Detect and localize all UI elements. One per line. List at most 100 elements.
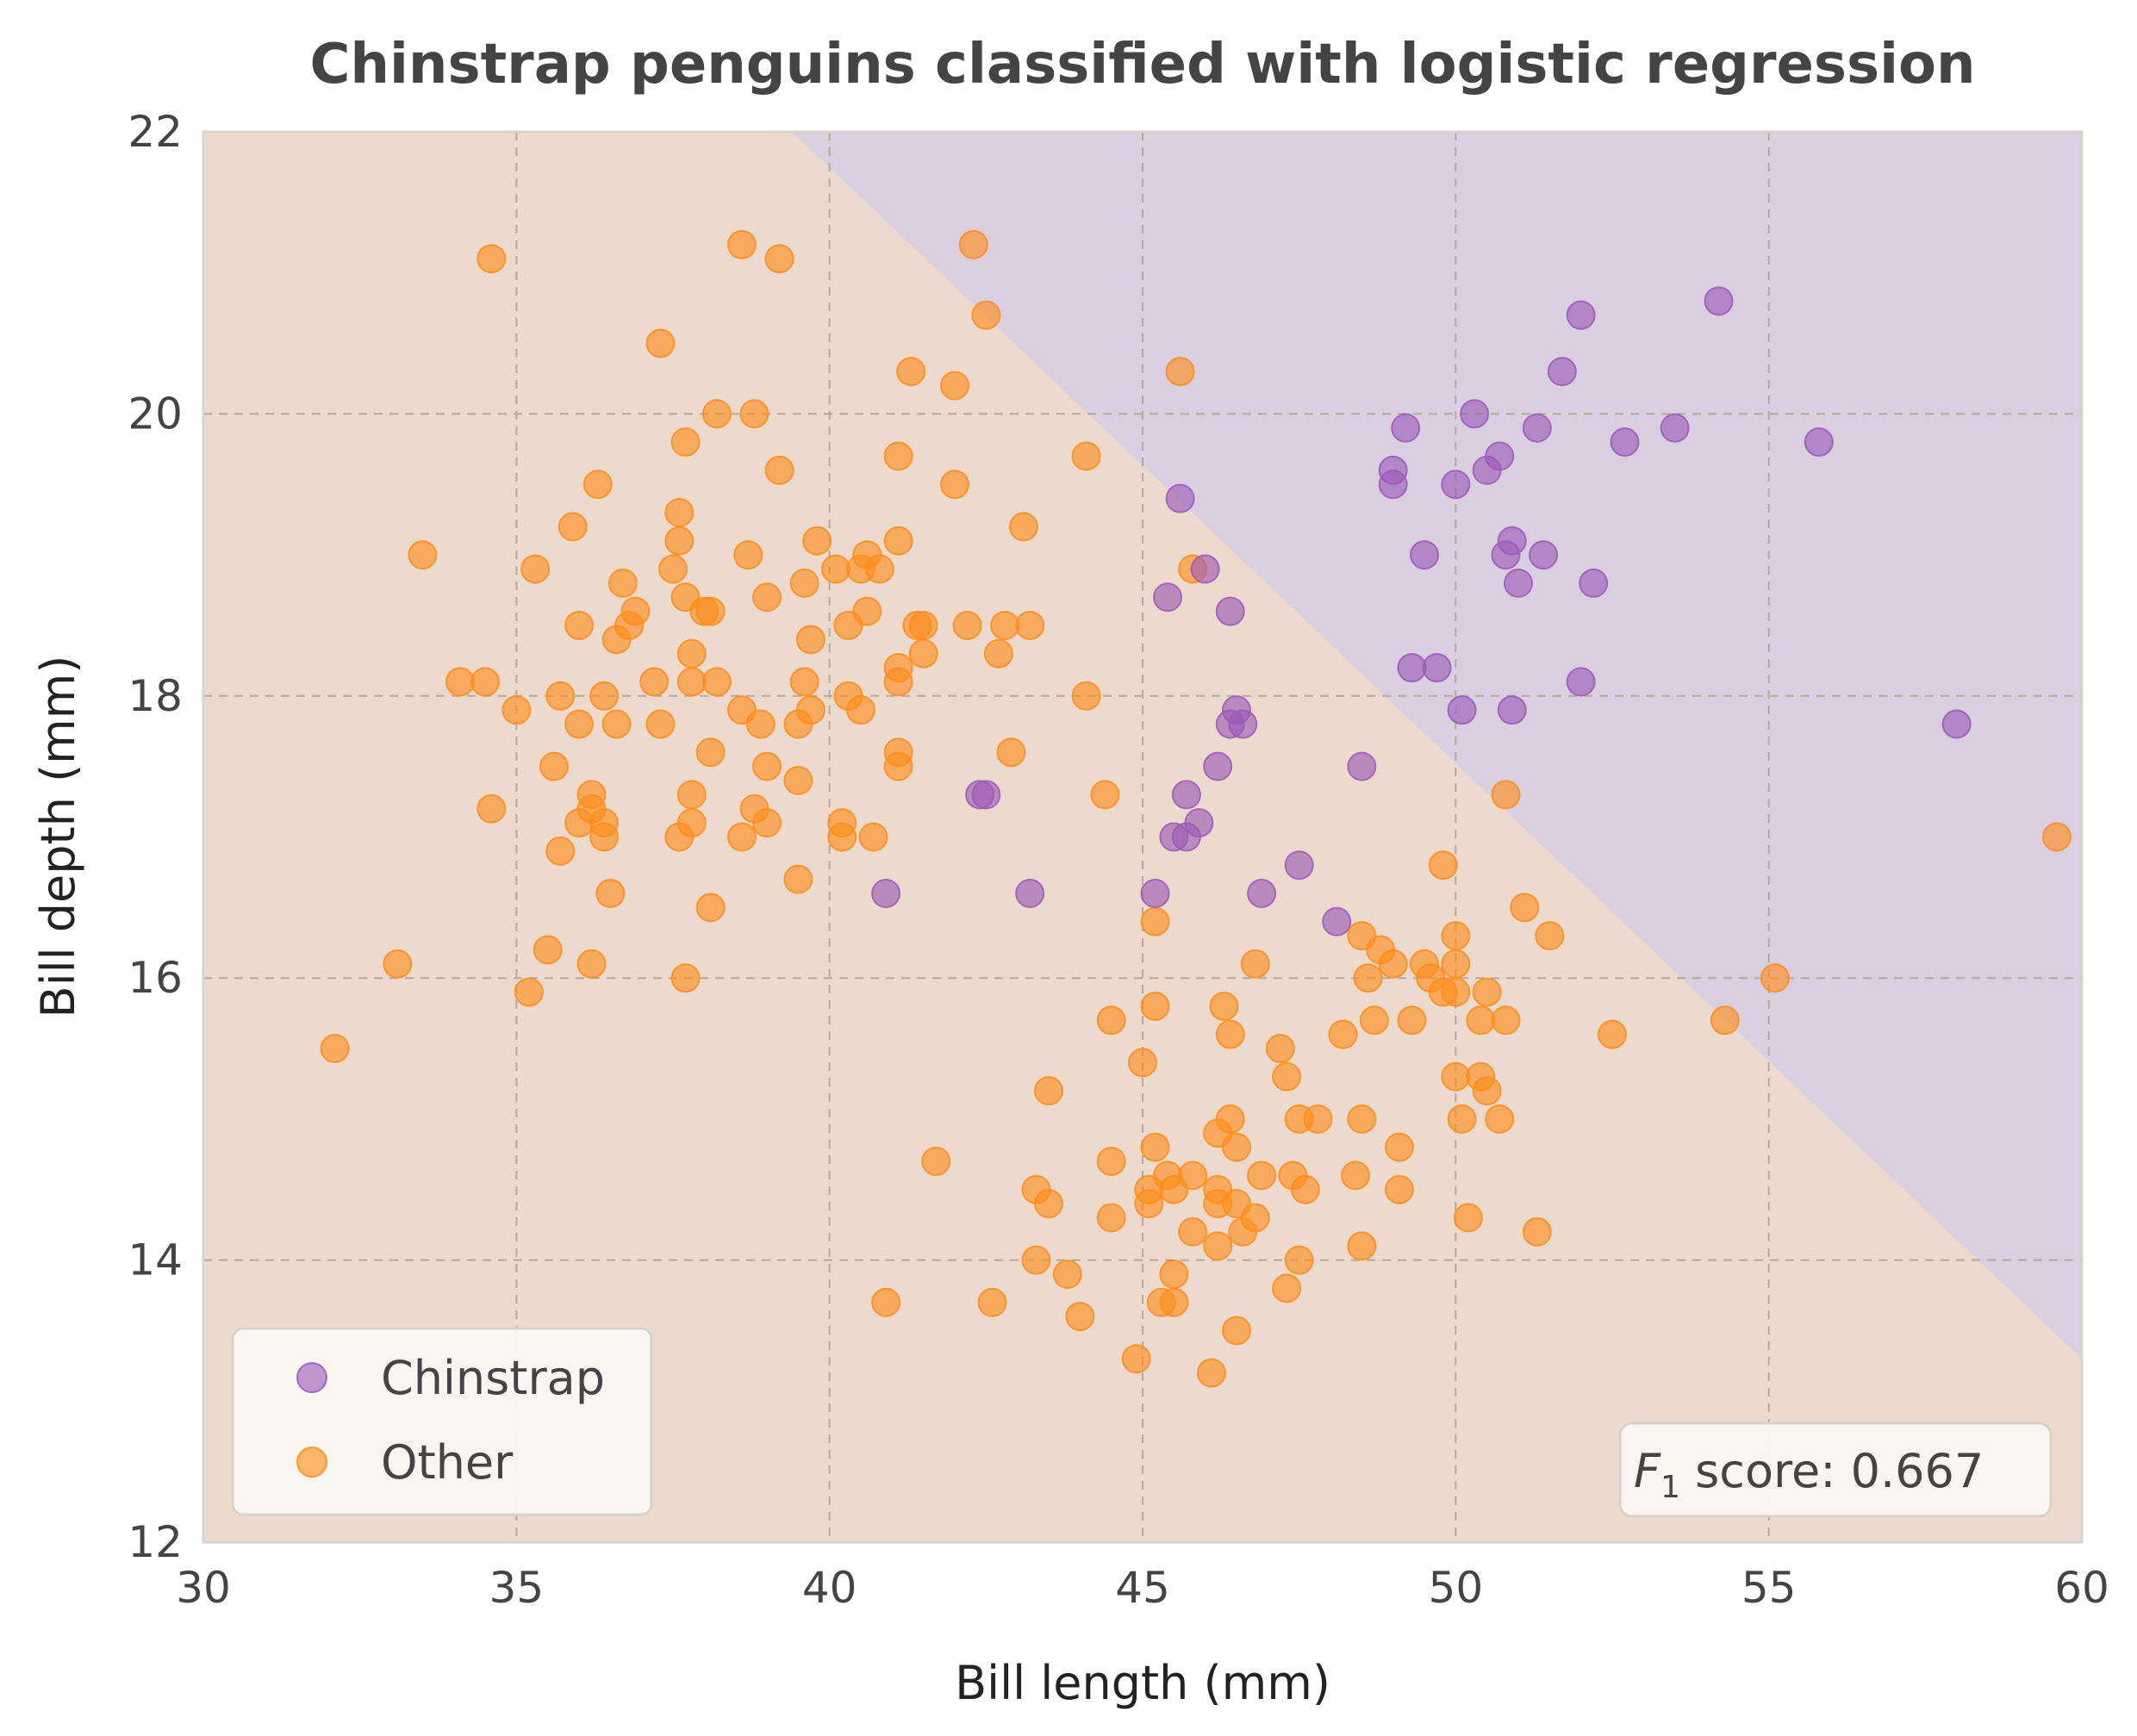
point-other bbox=[670, 963, 701, 993]
point-other bbox=[1290, 1174, 1320, 1204]
point-other bbox=[470, 667, 500, 697]
point-other bbox=[952, 610, 982, 640]
point-other bbox=[1535, 921, 1565, 951]
point-other bbox=[1096, 1147, 1126, 1177]
point-chinstrap bbox=[1378, 470, 1408, 500]
point-other bbox=[383, 949, 413, 979]
chinstrap-region bbox=[792, 132, 2082, 1360]
point-other bbox=[883, 667, 913, 697]
y-tick-label: 14 bbox=[128, 1235, 183, 1285]
point-other bbox=[1441, 949, 1471, 979]
point-other bbox=[752, 582, 782, 613]
point-other bbox=[1215, 1019, 1245, 1049]
point-other bbox=[701, 667, 732, 697]
point-other bbox=[958, 229, 988, 259]
point-other bbox=[858, 822, 888, 852]
point-other bbox=[896, 357, 926, 387]
point-other bbox=[1353, 963, 1383, 993]
point-other bbox=[1008, 512, 1038, 542]
point-other bbox=[639, 667, 670, 697]
point-other bbox=[1134, 1189, 1164, 1219]
point-other bbox=[2041, 822, 2072, 852]
y-tick-label: 18 bbox=[128, 671, 183, 721]
point-other bbox=[589, 822, 620, 852]
point-other bbox=[833, 610, 863, 640]
point-other bbox=[658, 554, 688, 584]
score-subscript: 1 bbox=[1660, 1470, 1680, 1505]
x-tick-label: 35 bbox=[489, 1563, 545, 1613]
point-chinstrap bbox=[1497, 695, 1527, 725]
point-chinstrap bbox=[1165, 483, 1195, 513]
point-other bbox=[583, 470, 613, 500]
point-other bbox=[1071, 441, 1101, 471]
point-chinstrap bbox=[1153, 582, 1183, 613]
point-other bbox=[645, 328, 676, 358]
point-other bbox=[971, 300, 1001, 330]
point-other bbox=[846, 695, 875, 725]
legend-marker-other bbox=[296, 1447, 327, 1478]
point-other bbox=[664, 526, 695, 556]
point-other bbox=[533, 935, 563, 965]
point-other bbox=[783, 766, 813, 796]
point-other bbox=[1272, 1273, 1302, 1304]
point-other bbox=[1710, 1005, 1740, 1036]
point-other bbox=[695, 737, 726, 768]
legend: Chinstrap Other bbox=[231, 1327, 653, 1516]
point-other bbox=[564, 709, 594, 739]
point-other bbox=[846, 554, 875, 584]
point-other bbox=[940, 470, 969, 500]
point-other bbox=[1052, 1259, 1082, 1289]
point-other bbox=[996, 737, 1026, 768]
x-tick-label: 45 bbox=[1115, 1563, 1170, 1613]
point-chinstrap bbox=[1397, 653, 1427, 683]
point-chinstrap bbox=[1704, 286, 1734, 316]
point-other bbox=[1428, 850, 1458, 880]
point-other bbox=[1090, 780, 1120, 810]
point-other bbox=[1397, 1005, 1427, 1036]
x-tick-label: 55 bbox=[1741, 1563, 1797, 1613]
point-other bbox=[726, 822, 757, 852]
point-other bbox=[408, 540, 438, 570]
point-other bbox=[1228, 1216, 1258, 1247]
point-other bbox=[1140, 906, 1170, 936]
point-chinstrap bbox=[1322, 906, 1352, 936]
point-chinstrap bbox=[1203, 751, 1233, 781]
point-other bbox=[1303, 1104, 1333, 1134]
point-other bbox=[1441, 977, 1471, 1007]
point-other bbox=[1522, 1216, 1552, 1247]
point-chinstrap bbox=[1447, 695, 1477, 725]
point-other bbox=[1384, 1132, 1414, 1162]
x-tick-label: 40 bbox=[802, 1563, 857, 1613]
x-axis-ticks: 30 35 40 45 50 55 60 bbox=[176, 1563, 2109, 1613]
plot-frame bbox=[202, 130, 2084, 1544]
point-other bbox=[1209, 991, 1239, 1021]
chart-title: Chinstrap penguins classified with logis… bbox=[309, 33, 1975, 96]
point-chinstrap bbox=[1215, 596, 1245, 626]
point-other bbox=[1491, 780, 1521, 810]
point-other bbox=[695, 893, 726, 923]
point-chinstrap bbox=[971, 780, 1001, 810]
point-other bbox=[1096, 1203, 1126, 1233]
point-other bbox=[726, 229, 757, 259]
x-tick-label: 30 bbox=[176, 1563, 231, 1613]
point-chinstrap bbox=[1284, 850, 1314, 880]
legend-label-other: Other bbox=[381, 1435, 514, 1490]
score-value: score: 0.667 bbox=[1680, 1444, 1984, 1498]
point-other bbox=[1140, 991, 1170, 1021]
point-other bbox=[1222, 1132, 1251, 1162]
point-other bbox=[477, 244, 507, 274]
point-other bbox=[558, 512, 588, 542]
point-chinstrap bbox=[1660, 413, 1690, 443]
point-other bbox=[789, 568, 819, 598]
point-other bbox=[670, 427, 701, 457]
point-chinstrap bbox=[1804, 427, 1834, 457]
point-other bbox=[883, 441, 913, 471]
point-other bbox=[564, 808, 594, 838]
point-other bbox=[1453, 1203, 1483, 1233]
score-symbol: F bbox=[1634, 1444, 1661, 1498]
y-axis-ticks: 12 14 16 18 20 22 bbox=[128, 107, 183, 1567]
point-other bbox=[739, 399, 769, 429]
score-annotation: F1 score: 0.667 bbox=[1618, 1422, 2053, 1518]
score-text: F1 score: 0.667 bbox=[1634, 1444, 1984, 1505]
y-tick-label: 22 bbox=[128, 107, 183, 157]
